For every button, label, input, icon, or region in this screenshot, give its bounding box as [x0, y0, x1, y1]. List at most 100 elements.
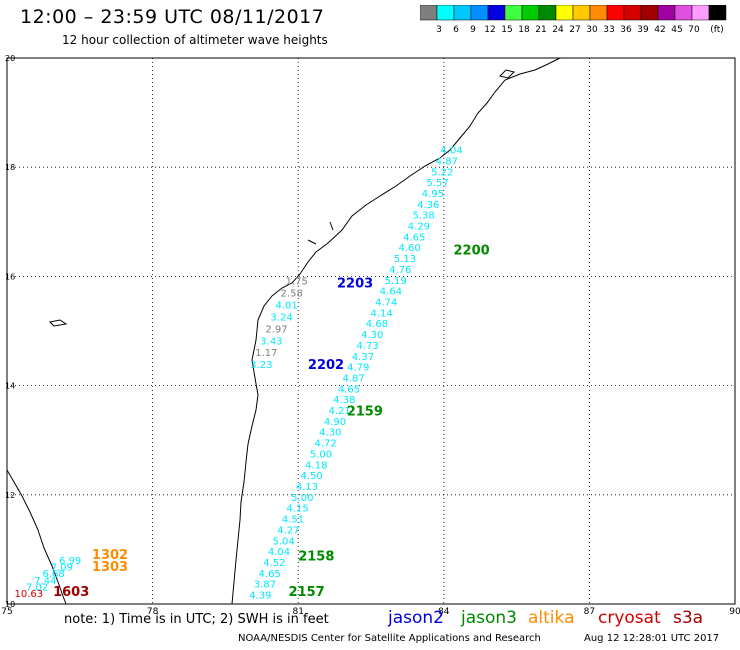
- swh-value-label: 4.87: [342, 373, 364, 384]
- swh-value-label: 4.15: [287, 504, 309, 515]
- swh-value-label: 3.43: [260, 336, 282, 347]
- scale-label: 18: [518, 25, 530, 35]
- scale-label: 27: [569, 25, 580, 35]
- swh-value-label: 4.21: [328, 406, 350, 417]
- swh-value-label: 3.23: [250, 360, 272, 371]
- swh-value-label: 4.18: [305, 460, 327, 471]
- swh-value-label: 6.99: [59, 556, 81, 567]
- pass-time-label: 1603: [53, 585, 89, 600]
- swh-value-label: 4.74: [375, 297, 397, 308]
- swh-value-label: 2.58: [281, 289, 303, 300]
- swh-value-label: 5.00: [310, 449, 332, 460]
- swh-value-label: 4.38: [333, 395, 355, 406]
- page-title: 12:00 – 23:59 UTC 08/11/2017: [20, 6, 325, 28]
- lon-tick-label: 87: [584, 607, 595, 617]
- swh-value-label: 4.95: [422, 189, 444, 200]
- scale-swatch: [708, 5, 727, 21]
- lat-tick-label: 14: [5, 382, 15, 391]
- swh-value-label: 4.79: [347, 363, 369, 374]
- generated-timestamp: Aug 12 12:28:01 UTC 2017: [584, 633, 720, 644]
- lon-tick-label: 81: [292, 607, 303, 617]
- scale-label: 6: [453, 25, 459, 35]
- swh-value-label: 4.14: [370, 308, 392, 319]
- scale-label: 39: [637, 25, 649, 35]
- river-mouth-2: [307, 239, 317, 245]
- pass-time-label: 1302: [92, 548, 128, 563]
- pass-time-label: 2200: [454, 244, 490, 259]
- swh-value-label: 4.68: [366, 319, 388, 330]
- scale-label: 3: [436, 25, 442, 35]
- swh-value-label: 4.01: [275, 300, 297, 311]
- swh-value-label: 4.04: [268, 547, 290, 558]
- lon-tick-label: 90: [729, 607, 740, 617]
- swh-value-label: 4.76: [389, 265, 411, 276]
- legend-cryosat: cryosat: [598, 608, 661, 628]
- swh-value-label: 4.65: [338, 384, 360, 395]
- scale-label: 15: [501, 25, 512, 35]
- scale-unit: (ft): [710, 25, 724, 35]
- lat-tick-label: 12: [5, 491, 15, 500]
- swh-value-label: 4.13: [296, 482, 318, 493]
- swh-value-label: 6.68: [42, 569, 64, 580]
- swh-value-label: 5.19: [384, 276, 406, 287]
- swh-value-label: 5.38: [412, 211, 434, 222]
- pass-time-label: 2159: [347, 405, 383, 420]
- coastline: [6, 57, 561, 605]
- river-mouth-1: [329, 221, 334, 231]
- page-subtitle: 12 hour collection of altimeter wave hei…: [62, 33, 328, 47]
- swh-value-label: 4.60: [398, 243, 420, 254]
- swh-value-label: 5.04: [273, 536, 295, 547]
- swh-value-label: 1.17: [255, 348, 277, 359]
- swh-value-label: 4.37: [352, 352, 374, 363]
- altimeter-tracks: 4.044.875.225.574.954.365.384.294.654.60…: [15, 146, 463, 602]
- pass-time-label: 2202: [308, 358, 344, 373]
- scale-label: 36: [620, 25, 632, 35]
- swh-value-label: 4.65: [403, 232, 425, 243]
- swh-value-label: 10.63: [15, 589, 44, 600]
- swh-value-label: 5.22: [431, 167, 453, 178]
- swh-value-label: 4.65: [259, 569, 281, 580]
- swh-value-label: 4.27: [277, 525, 299, 536]
- swh-value-label: 4.87: [436, 156, 458, 167]
- swh-value-label: 2.97: [265, 324, 287, 335]
- map-frame: [6, 57, 736, 605]
- swh-value-label: 4.73: [356, 341, 378, 352]
- swh-value-label: 3.24: [270, 312, 292, 323]
- scale-label: 70: [688, 25, 700, 35]
- swh-value-label: 4.50: [301, 471, 323, 482]
- pass-time-label: 2158: [298, 549, 334, 564]
- swh-value-label: 4.51: [282, 515, 304, 526]
- lon-tick-label: 75: [1, 607, 12, 617]
- swh-value-label: 7.44: [34, 576, 56, 587]
- swh-value-label: 3.87: [254, 580, 276, 591]
- scale-label: 33: [603, 25, 614, 35]
- lat-tick-label: 16: [5, 272, 15, 281]
- swh-value-label: 7.09: [51, 563, 73, 574]
- lat-tick-label: 18: [5, 163, 15, 172]
- swh-value-label: 4.64: [380, 287, 402, 298]
- swh-value-label: 4.39: [249, 591, 271, 602]
- legend-jason2: jason2: [388, 608, 444, 628]
- west-coast: [6, 469, 67, 605]
- swh-value-label: 4.72: [315, 439, 337, 450]
- swh-value-label: 5.13: [394, 254, 416, 265]
- swh-value-label: 4.30: [361, 330, 383, 341]
- legend-altika: altika: [528, 608, 575, 628]
- legend-s3a: s3a: [673, 608, 704, 628]
- swh-value-label: 4.36: [417, 200, 439, 211]
- scale-label: 21: [535, 25, 546, 35]
- scale-label: 24: [552, 25, 564, 35]
- axis-tick-labels: 75 78 81 84 87 90 10 12 14 16 18 20: [1, 54, 740, 617]
- swh-value-label: 4.29: [408, 222, 430, 233]
- swh-value-label: 1.75: [286, 277, 308, 288]
- swh-value-label: 5.57: [426, 178, 448, 189]
- legend-jason3: jason3: [461, 608, 517, 628]
- lat-tick-label: 10: [5, 600, 15, 609]
- swh-value-label: 4.30: [319, 428, 341, 439]
- lat-tick-label: 20: [5, 54, 15, 63]
- footnote: note: 1) Time is in UTC; 2) SWH is in fe…: [64, 612, 329, 627]
- scale-label: 42: [654, 25, 665, 35]
- scale-label: 12: [484, 25, 495, 35]
